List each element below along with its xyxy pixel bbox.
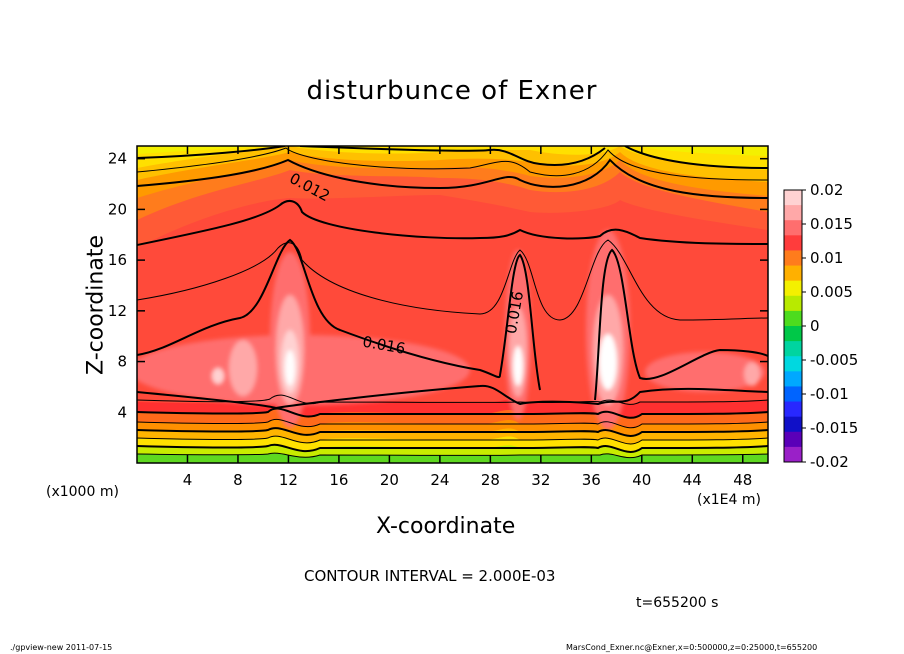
core-left-d [285,350,295,386]
y-axis-label: Z-coordinate [83,235,109,375]
colorbar-swatch [784,295,802,312]
x-tick-label: 40 [632,471,651,489]
colorbar-swatch [784,265,802,282]
core-right-c [599,334,617,390]
colorbar-swatch [784,220,802,236]
core-far-right [744,362,760,386]
contour-0012 [137,199,768,246]
colorbar-swatch [784,371,802,387]
lower-band-7 [137,453,768,463]
colorbar-swatch [784,416,802,433]
x-tick-label: 24 [430,471,449,489]
x-tick-label: 44 [683,471,702,489]
y-tick-label: 20 [108,200,127,218]
colorbar: 0.02 0.015 0.01 0.005 0 -0.005 -0.01 -0.015 -0.0… [783,181,858,471]
colorbar-label: 0 [810,317,820,335]
colorbar-swatch [784,235,802,251]
contour-low-6 [137,443,768,453]
core-envelope-right [645,352,765,392]
colorbar-label: -0.02 [810,453,849,471]
contour-low-2 [137,407,768,419]
colorbar-swatch [784,341,802,357]
x-tick-label: 48 [733,471,752,489]
x-tick-label: 28 [481,471,500,489]
core-side-a [229,340,257,396]
contour-top-1 [137,146,768,169]
plot-frame [136,145,769,464]
x-axis-unit-right: (x1E4 m) [697,492,761,508]
colorbar-swatch [784,310,802,327]
y-tick-label: 16 [108,251,127,269]
time-stamp: t=655200 s [636,595,719,611]
colorbar-label: 0.01 [810,249,843,267]
contour-low-4 [137,427,768,437]
y-tick-label: 8 [117,353,127,371]
colorbar-swatch [784,446,802,463]
contour-mid-1 [137,239,768,321]
contour-0016 [137,238,768,401]
contour-low-3 [137,418,768,429]
footer-left: ./gpview-new 2011-07-15 [10,643,113,652]
contour-top-2 [137,147,768,181]
contour-interval: CONTOUR INTERVAL = 2.000E-03 [304,567,556,585]
x-tick-label: 20 [380,471,399,489]
upper-band-6 [137,146,768,156]
contour-lines [137,146,768,459]
x-tick-label: 16 [329,471,348,489]
colorbar-label: -0.01 [810,385,849,403]
colorbar-label: 0.02 [810,181,843,199]
contour-low-5 [137,435,768,445]
y-tick-label: 12 [108,302,127,320]
contour-low-7 [137,452,768,459]
colorbar-label: -0.005 [810,351,858,369]
contour-low-1 [137,394,768,405]
contour-0016-b [137,384,768,410]
colorbar-swatch [784,386,802,403]
x-tick-label: 8 [233,471,243,489]
colorbar-swatch [784,356,802,372]
footer-right: MarsCond_Exner.nc@Exner,x=0:500000,z=0:2… [566,643,818,652]
chart-title: disturbunce of Exner [306,76,598,106]
x-tick-label: 12 [279,471,298,489]
x-axis-label: X-coordinate [376,514,516,539]
y-tick-label: 4 [117,403,127,421]
colorbar-swatch [784,326,802,342]
core-side-b [212,368,224,384]
colorbar-label: 0.005 [810,283,853,301]
colorbar-swatch [784,401,802,418]
colorbar-swatch [784,280,802,297]
x-tick-label: 32 [531,471,550,489]
x-tick-label: 4 [183,471,193,489]
colorbar-label: -0.015 [810,419,858,437]
colorbar-swatch [784,190,802,206]
colorbar-swatch [784,250,802,267]
contour-top-3 [137,158,768,199]
y-tick-label: 24 [108,150,127,168]
colorbar-label: 0.015 [810,215,853,233]
x-axis-unit: (x1000 m) [46,484,119,500]
core-mid-c [513,346,523,386]
colorbar-swatch [784,205,802,221]
upper-band-4 [137,146,768,182]
x-tick-label: 36 [582,471,601,489]
colorbar-swatch [784,431,802,448]
